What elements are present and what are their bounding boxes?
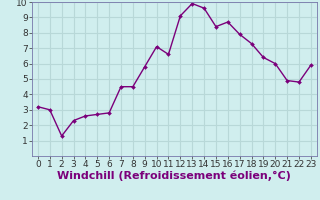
X-axis label: Windchill (Refroidissement éolien,°C): Windchill (Refroidissement éolien,°C) bbox=[58, 171, 291, 181]
